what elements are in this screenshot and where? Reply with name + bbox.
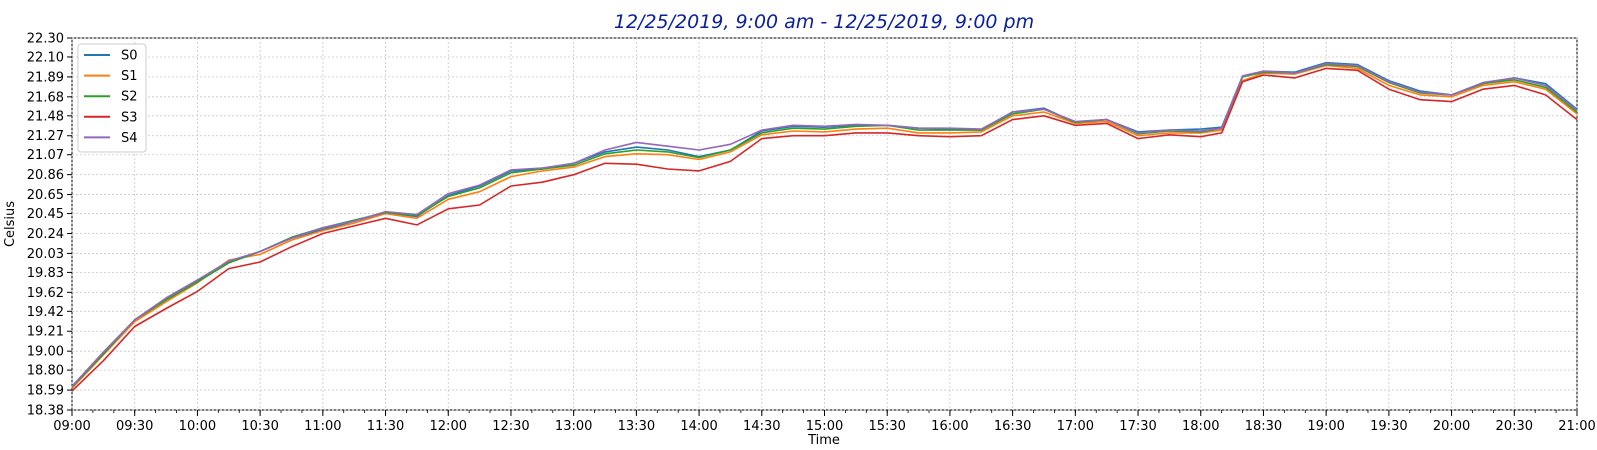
x-axis-title: Time [807,433,840,448]
x-tick-label: 19:00 [1307,419,1344,434]
y-tick-label: 21.48 [27,109,64,124]
x-tick-label: 21:00 [1558,419,1595,434]
y-tick-label: 21.07 [27,148,64,163]
y-tick-label: 20.65 [27,188,64,203]
x-tick-label: 12:00 [430,419,467,434]
y-axis-title: Celsius [3,201,18,247]
x-tick-label: 09:00 [53,419,90,434]
x-tick-label: 20:00 [1433,419,1470,434]
series-line-s0 [71,61,1578,388]
y-tick-label: 18.80 [27,364,64,379]
x-tick-label: 13:00 [555,419,592,434]
chart-title: 12/25/2019, 9:00 am - 12/25/2019, 9:00 p… [614,11,1034,33]
y-tick-label: 22.30 [27,32,64,47]
legend-label-s4: S4 [121,131,138,146]
x-tick-label: 10:30 [241,419,278,434]
x-tick-label: 14:00 [680,419,717,434]
y-tick-label: 21.68 [27,90,64,105]
y-tick-label: 21.27 [27,129,64,144]
y-axis-ticks: 18.38 18.59 18.80 19.00 19.21 19.42 19.62 19.83… [27,32,72,419]
x-axis-ticks: 09:00 09:30 10:00 10:30 11:00 11:30 12:00 12:30… [53,410,1596,434]
legend-label-s1: S1 [121,69,138,84]
x-tick-label: 19:30 [1370,419,1407,434]
y-tick-label: 19.21 [27,325,64,340]
x-tick-label: 10:00 [179,419,216,434]
x-tick-label: 20:30 [1496,419,1533,434]
y-tick-label: 19.00 [27,345,64,360]
x-tick-label: 11:30 [367,419,404,434]
y-tick-label: 18.38 [27,404,64,419]
series-line-s3 [71,67,1578,392]
x-tick-label: 15:00 [806,419,843,434]
x-tick-label: 17:00 [1057,419,1094,434]
x-tick-label: 18:30 [1245,419,1282,434]
legend: S0 S1 S2 S3 S4 [77,43,147,153]
legend-box [77,43,147,153]
series-line-s4 [71,62,1578,387]
x-tick-label: 13:30 [618,419,655,434]
y-tick-label: 20.86 [27,168,64,183]
y-tick-label: 21.89 [27,70,64,85]
y-tick-label: 19.62 [27,286,64,301]
y-tick-label: 22.10 [27,50,64,65]
x-tick-label: 09:30 [116,419,153,434]
y-tick-label: 19.83 [27,266,64,281]
x-tick-label: 17:30 [1119,419,1156,434]
x-tick-label: 15:30 [868,419,905,434]
legend-label-s2: S2 [121,90,138,105]
x-tick-label: 18:00 [1182,419,1219,434]
y-tick-label: 18.59 [27,384,64,399]
x-tick-label: 12:30 [492,419,529,434]
x-tick-label: 11:00 [304,419,341,434]
series-group [71,61,1578,392]
y-tick-label: 20.45 [27,207,64,222]
series-line-s1 [71,64,1578,389]
y-tick-label: 20.03 [27,247,64,262]
x-tick-label: 16:00 [931,419,968,434]
legend-label-s0: S0 [121,49,138,64]
x-tick-label: 16:30 [994,419,1031,434]
y-tick-label: 20.24 [27,227,64,242]
legend-label-s3: S3 [121,110,138,125]
x-tick-label: 14:30 [743,419,780,434]
y-tick-label: 19.42 [27,305,64,320]
